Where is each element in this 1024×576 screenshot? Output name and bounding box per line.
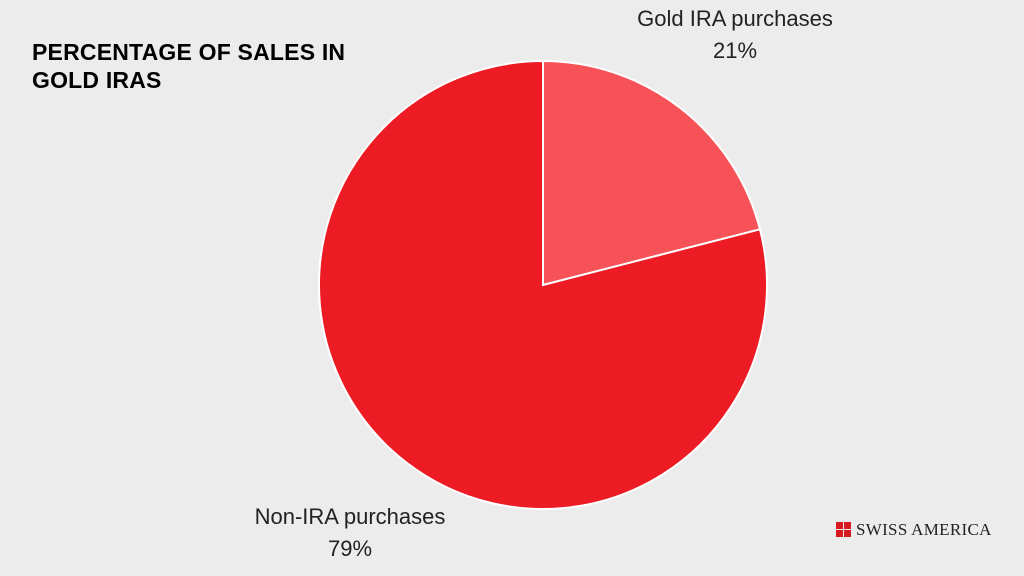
slice-value-label: 79% <box>328 536 372 561</box>
pie <box>318 59 768 510</box>
slice-label: Non-IRA purchases <box>255 504 446 529</box>
slice-value-label: 21% <box>713 38 757 63</box>
slice-label: Gold IRA purchases <box>637 6 833 31</box>
pie-slice <box>542 59 762 287</box>
pie-slice <box>318 59 768 510</box>
logo-text: SWISS AMERICA <box>856 520 992 539</box>
chart-title: PERCENTAGE OF SALES IN GOLD IRAS <box>32 39 346 93</box>
logo-icon <box>836 522 851 537</box>
